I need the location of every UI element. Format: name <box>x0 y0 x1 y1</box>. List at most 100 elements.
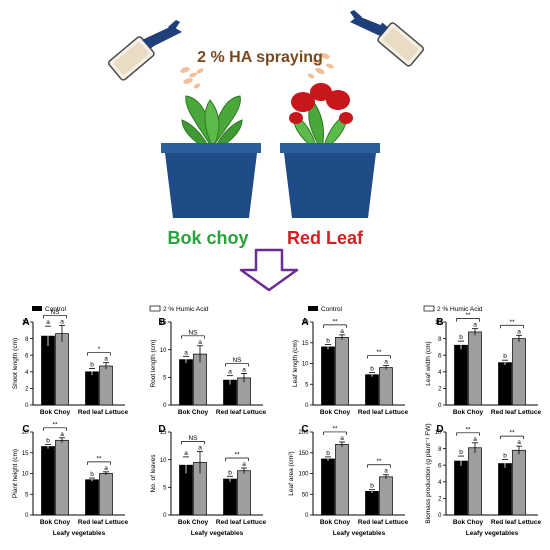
significance-marker: NS <box>232 357 242 364</box>
significance-letter: b <box>228 469 232 476</box>
significance-letter: a <box>340 328 344 335</box>
panel-letter: D <box>436 424 443 435</box>
bar-control <box>179 359 193 406</box>
left-sprayer-icon <box>108 20 182 81</box>
panel-letter: B <box>436 317 443 328</box>
y-tick-label: 6 <box>25 353 29 359</box>
red-leaf-plant <box>289 83 353 149</box>
significance-marker: ** <box>96 455 102 462</box>
y-axis-label: Shoot length (cm) <box>12 338 19 389</box>
significance-letter: a <box>242 366 246 373</box>
bar-control <box>321 458 335 516</box>
bar-humic <box>379 476 393 516</box>
bar-humic <box>99 365 113 406</box>
x-tick-label: Bok Choy <box>453 409 484 416</box>
y-tick-label: 4 <box>438 370 442 376</box>
y-tick-label: 0 <box>25 513 29 519</box>
bar-control <box>223 478 237 516</box>
x-tick-label: Bok Choy <box>178 519 209 526</box>
legend-3: Control <box>308 306 343 313</box>
y-tick-label: 10 <box>160 348 167 354</box>
significance-letter: b <box>503 353 507 360</box>
spray-label: 2 % HA spraying <box>197 49 323 66</box>
bar-control <box>41 446 55 516</box>
x-tick-label: Bok Choy <box>320 409 351 416</box>
x-tick-label: Red leaf Lettuce <box>491 519 542 526</box>
panel-letter: C <box>301 424 308 435</box>
bar-humic <box>379 367 393 406</box>
significance-marker: ** <box>376 458 382 465</box>
significance-letter: a <box>104 356 108 363</box>
y-tick-label: 2 <box>438 387 442 393</box>
bar-control <box>85 371 99 406</box>
y-tick-label: 20 <box>302 320 309 326</box>
left-pot <box>161 143 261 218</box>
bar-control <box>85 479 99 516</box>
bok-choy-plant <box>181 95 243 149</box>
bar-control <box>41 335 55 406</box>
y-tick-label: 200 <box>298 430 309 436</box>
significance-marker: ** <box>509 430 515 437</box>
legend-label-humic: 2 % Humic Acid <box>437 306 483 313</box>
significance-letter: b <box>459 449 463 456</box>
y-tick-label: 5 <box>25 492 29 498</box>
significance-letter: b <box>326 337 330 344</box>
y-tick-label: 15 <box>160 430 167 436</box>
legend-swatch-humic <box>149 305 161 312</box>
panel-letter: D <box>158 424 165 435</box>
bar-humic <box>512 338 526 406</box>
y-tick-label: 10 <box>435 430 442 436</box>
legend-4: 2 % Humic Acid <box>423 305 483 313</box>
x-tick-label: Red leaf Lettuce <box>358 409 409 416</box>
significance-letter: b <box>370 366 374 373</box>
significance-letter: a <box>384 359 388 366</box>
y-tick-label: 4 <box>438 480 442 486</box>
significance-letter: a <box>384 468 388 475</box>
y-tick-label: 6 <box>438 463 442 469</box>
x-axis-label: Leafy vegetables <box>466 530 519 537</box>
bar-control <box>454 344 468 406</box>
right-spray-droplets <box>307 53 334 79</box>
significance-letter: a <box>517 439 521 446</box>
x-tick-label: Bok Choy <box>40 409 71 416</box>
significance-letter: b <box>459 334 463 341</box>
x-axis-label: Leafy vegetables <box>191 530 244 537</box>
significance-letter: b <box>370 483 374 490</box>
y-tick-label: 10 <box>22 320 29 326</box>
left-spray-droplets <box>180 67 204 89</box>
x-tick-label: Red leaf Lettuce <box>491 409 542 416</box>
x-tick-label: Bok Choy <box>40 519 71 526</box>
y-axis-label: Leaf width (cm) <box>425 341 432 385</box>
significance-marker: NS <box>188 435 198 442</box>
x-axis-label: Leafy vegetables <box>333 530 386 537</box>
significance-letter: b <box>90 361 94 368</box>
significance-letter: a <box>60 318 64 325</box>
right-sprayer-icon <box>350 10 424 67</box>
legend-swatch-control <box>308 306 318 311</box>
y-axis-label: Plant height (cm) <box>12 449 19 498</box>
y-tick-label: 150 <box>298 451 309 457</box>
y-tick-label: 10 <box>22 472 29 478</box>
y-tick-label: 100 <box>298 472 309 478</box>
legend-2: 2 % Humic Acid <box>149 305 209 313</box>
significance-letter: a <box>198 444 202 451</box>
legend-swatch-control <box>32 306 42 311</box>
y-tick-label: 15 <box>22 451 29 457</box>
bar-humic <box>55 439 69 516</box>
y-axis-label: Leaf length (cm) <box>292 340 299 387</box>
significance-marker: * <box>98 346 101 353</box>
significance-marker: ** <box>332 318 338 325</box>
bok-choy-label: Bok choy <box>167 228 248 248</box>
y-tick-label: 5 <box>163 376 167 382</box>
panel-letter: B <box>158 317 165 328</box>
legend-1: Control <box>32 306 67 313</box>
bar-humic <box>55 333 69 406</box>
legend-label-control: Control <box>45 306 67 313</box>
